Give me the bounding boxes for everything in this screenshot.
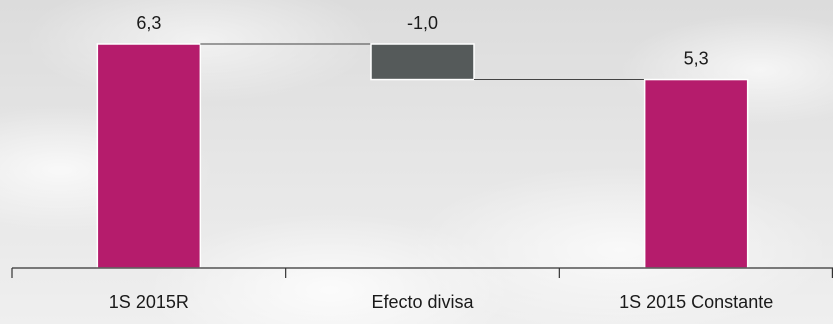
x-tick-label: 1S 2015 Constante: [619, 292, 773, 312]
bar: [643, 78, 749, 269]
value-label: 5,3: [684, 48, 709, 68]
bar: [96, 43, 202, 269]
x-tick-label: 1S 2015R: [109, 292, 189, 312]
bar: [370, 43, 475, 81]
value-label: 6,3: [136, 13, 161, 33]
x-tick-label: Efecto divisa: [371, 292, 474, 312]
value-label: -1,0: [407, 13, 438, 33]
